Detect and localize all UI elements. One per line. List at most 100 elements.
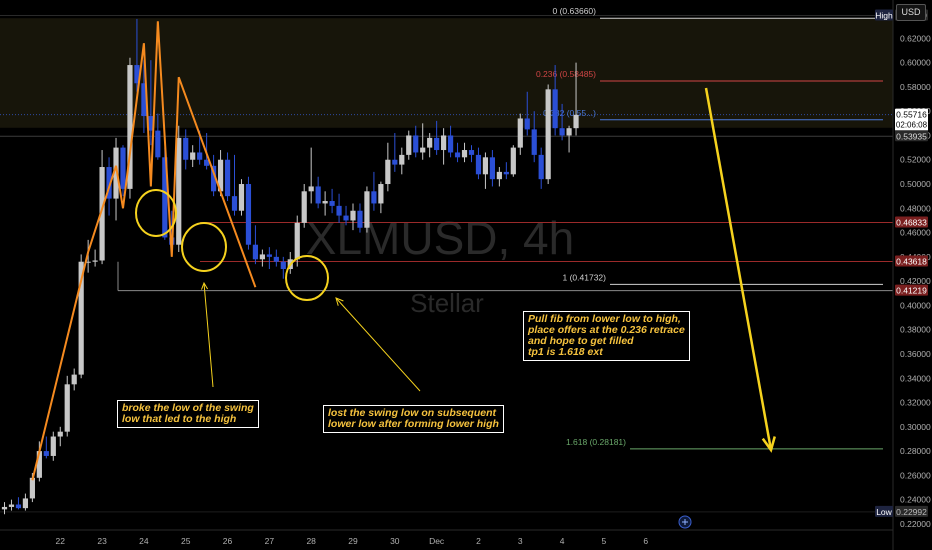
candle-body — [141, 83, 147, 117]
candle-body — [252, 244, 259, 260]
candle-body — [524, 118, 530, 130]
candle-body — [8, 504, 15, 507]
price-tick-label: 0.38000 — [900, 325, 931, 335]
time-tick-label: 4 — [560, 536, 565, 546]
pointer-arrow-swing-break — [203, 282, 214, 388]
candle-body — [489, 157, 495, 180]
price-tick-label: 0.42000 — [900, 276, 931, 286]
candle-body — [406, 135, 412, 155]
candle-body — [322, 201, 328, 204]
pointer-arrow-swing-break-head — [201, 281, 209, 290]
fib-label: 1.618 (0.28181) — [566, 437, 626, 447]
time-tick-label: 29 — [348, 536, 358, 546]
time-tick-label: 2 — [476, 536, 481, 546]
candle-body — [15, 504, 22, 509]
price-tick-label: 0.30000 — [900, 422, 931, 432]
candle-body — [197, 152, 203, 160]
candle-body — [204, 159, 210, 166]
candle-body — [266, 254, 272, 257]
candle-body — [50, 436, 56, 456]
price-label-bg — [895, 130, 928, 142]
candle-body — [273, 256, 279, 262]
candle-body — [336, 205, 342, 216]
price-label-bg — [895, 284, 928, 296]
time-tick-label: 22 — [56, 536, 66, 546]
candle-body — [259, 254, 265, 260]
candle-body — [552, 89, 558, 129]
candle-body — [92, 260, 98, 262]
price-label: 0.22992 — [896, 507, 927, 517]
candle-body — [99, 167, 105, 261]
annotation-lower-low: lost the swing low on subsequent lower l… — [323, 405, 504, 433]
candle-body — [420, 147, 426, 153]
candle-body — [517, 118, 523, 148]
candle-body — [294, 222, 300, 260]
candle-body — [482, 157, 489, 175]
candle-body — [190, 152, 196, 160]
candle-body — [106, 167, 112, 199]
candle-body — [183, 137, 189, 160]
fib-label: 0.236 (0.58485) — [536, 69, 596, 79]
candle-body — [496, 171, 502, 180]
candle-body — [57, 431, 63, 437]
candle-body — [155, 130, 161, 158]
candle-body — [357, 210, 363, 228]
candle-body — [364, 191, 370, 228]
swing-low-circle — [285, 255, 329, 301]
candle-body — [134, 65, 140, 84]
price-tick-label: 0.36000 — [900, 349, 931, 359]
candle-body — [538, 154, 544, 180]
price-label: 0.55716 — [896, 110, 927, 120]
candle-body — [350, 210, 356, 221]
fib-label: 1 (0.41732) — [563, 272, 607, 282]
candle-body — [120, 147, 126, 189]
fib-label: 0 (0.63660) — [553, 6, 597, 16]
price-tick-label: 0.26000 — [900, 470, 931, 480]
price-tick-label: 0.22000 — [900, 519, 931, 529]
candle-body — [301, 191, 307, 223]
price-label-bg — [875, 9, 893, 21]
watermark-name: Stellar — [410, 288, 484, 318]
candle-body — [545, 89, 551, 180]
countdown-label: 02:06:08 — [896, 121, 928, 130]
candle-body — [85, 261, 91, 263]
target-arrow — [704, 87, 773, 451]
candle-body — [329, 201, 335, 206]
candle-body — [176, 137, 182, 245]
candle-body — [441, 135, 447, 151]
candle-body — [468, 150, 475, 155]
candle-body — [211, 165, 217, 192]
candle-body — [162, 157, 168, 238]
candles-group — [1, 18, 579, 515]
time-tick-label: 6 — [643, 536, 648, 546]
annotation-trade-plan: Pull fib from lower low to high, place o… — [523, 311, 690, 361]
pointer-arrow-lower-low-head — [335, 297, 344, 306]
price-tick-label: 0.46000 — [900, 228, 931, 238]
fib-label: 0.382 (0.55...) — [543, 108, 596, 118]
candle-body — [127, 65, 133, 189]
candle-body — [280, 261, 286, 269]
candle-body — [447, 135, 454, 153]
swing-structure-line — [31, 21, 257, 481]
candle-body — [64, 384, 70, 432]
time-tick-label: 23 — [97, 536, 107, 546]
watermark-symbol: XLMUSD, 4h — [306, 212, 574, 264]
price-label: 0.43618 — [896, 256, 927, 266]
candle-body — [461, 150, 468, 158]
time-tick-label: 25 — [181, 536, 191, 546]
price-label: 0.41219 — [896, 286, 927, 296]
candle-body — [475, 154, 482, 175]
candle-body — [399, 154, 405, 165]
candle-body — [29, 477, 35, 499]
price-axis: 0.620000.600000.580000.560000.540000.520… — [875, 0, 932, 550]
candle-body — [510, 147, 516, 175]
price-tick-label: 0.50000 — [900, 179, 931, 189]
price-tick-label: 0.58000 — [900, 82, 931, 92]
candle-body — [245, 184, 252, 245]
price-tick-label: 0.62000 — [900, 33, 931, 43]
price-label-bg — [895, 108, 928, 131]
pointer-arrow-lower-low — [335, 297, 421, 392]
currency-label[interactable]: USD — [896, 4, 926, 21]
candle-body — [224, 159, 231, 197]
